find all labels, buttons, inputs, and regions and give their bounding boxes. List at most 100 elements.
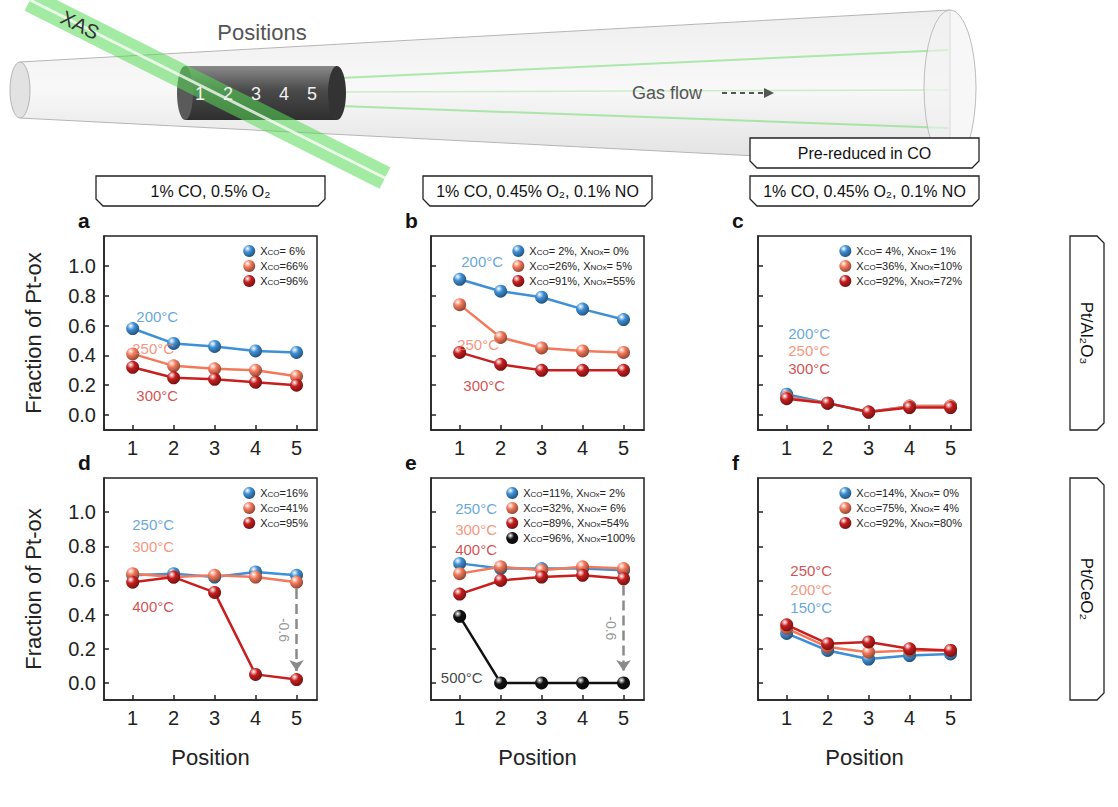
svg-text:5: 5 [945, 437, 956, 459]
svg-text:300°C: 300°C [136, 387, 178, 404]
svg-text:300°C: 300°C [788, 360, 830, 377]
svg-text:250°C: 250°C [457, 336, 499, 353]
svg-text:3: 3 [863, 707, 874, 729]
svg-text:0.6: 0.6 [68, 569, 96, 591]
svg-text:400°C: 400°C [132, 598, 174, 615]
svg-text:e: e [405, 451, 417, 474]
svg-text:CO: CO [268, 505, 280, 514]
svg-text:1: 1 [195, 84, 205, 104]
svg-text:CO: CO [268, 263, 280, 272]
svg-text:4: 4 [250, 437, 261, 459]
svg-text:= 6%: = 6% [280, 245, 306, 257]
svg-text:c: c [732, 209, 744, 232]
svg-text:3: 3 [251, 84, 261, 104]
svg-text:=96%, X: =96%, X [543, 532, 586, 544]
svg-text:NOx: NOx [587, 248, 603, 257]
svg-text:=54%: =54% [600, 517, 629, 529]
svg-text:2: 2 [223, 84, 233, 104]
svg-text:1: 1 [127, 437, 138, 459]
svg-text:b: b [405, 209, 418, 232]
svg-text:1: 1 [781, 707, 792, 729]
svg-text:=96%: =96% [280, 275, 309, 287]
svg-text:CO: CO [537, 278, 549, 287]
svg-text:5: 5 [618, 437, 629, 459]
svg-text:=91%, X: =91%, X [549, 275, 592, 287]
svg-text:5: 5 [291, 437, 302, 459]
svg-text:NOx: NOx [591, 278, 607, 287]
svg-text:CO: CO [864, 505, 876, 514]
svg-text:-0.6: -0.6 [276, 618, 292, 642]
svg-text:NOx: NOx [914, 248, 930, 257]
svg-text:1: 1 [454, 707, 465, 729]
svg-text:4: 4 [904, 707, 915, 729]
svg-text:4: 4 [250, 707, 261, 729]
svg-text:NOx: NOx [918, 278, 934, 287]
svg-text:= 6%: = 6% [600, 502, 626, 514]
svg-text:0.4: 0.4 [68, 344, 96, 366]
svg-text:5: 5 [618, 707, 629, 729]
svg-text:= 2%: = 2% [600, 487, 626, 499]
svg-text:=11%, X: =11%, X [543, 487, 585, 499]
svg-text:250°C: 250°C [132, 340, 174, 357]
svg-text:=66%: =66% [280, 260, 309, 272]
svg-text:5: 5 [945, 707, 956, 729]
svg-text:Positions: Positions [217, 20, 306, 45]
svg-text:CO: CO [864, 263, 876, 272]
svg-text:=95%: =95% [280, 517, 309, 529]
svg-text:1.0: 1.0 [68, 255, 96, 277]
svg-text:CO: CO [268, 248, 280, 257]
svg-text:1% CO, 0.45% O₂, 0.1% NO: 1% CO, 0.45% O₂, 0.1% NO [436, 183, 639, 200]
svg-text:=10%: =10% [934, 260, 963, 272]
svg-text:1.0: 1.0 [68, 501, 96, 523]
svg-text:0.8: 0.8 [68, 535, 96, 557]
svg-text:= 0%: = 0% [603, 245, 629, 257]
svg-text:NOx: NOx [584, 490, 600, 499]
svg-text:0.6: 0.6 [68, 315, 96, 337]
svg-text:XAS: XAS [57, 6, 103, 44]
svg-text:CO: CO [268, 490, 280, 499]
svg-text:Position: Position [498, 745, 576, 770]
svg-text:3: 3 [536, 437, 547, 459]
svg-text:0.2: 0.2 [68, 638, 96, 660]
svg-text:0.0: 0.0 [68, 672, 96, 694]
svg-text:f: f [732, 451, 740, 474]
svg-text:Pt/Al₂O₃: Pt/Al₂O₃ [1077, 302, 1096, 365]
svg-text:2: 2 [168, 437, 179, 459]
svg-text:= 4%: = 4% [934, 502, 960, 514]
svg-text:NOx: NOx [918, 490, 934, 499]
svg-text:250°C: 250°C [132, 516, 174, 533]
svg-text:1: 1 [454, 437, 465, 459]
svg-text:400°C: 400°C [455, 541, 497, 558]
svg-text:NOx: NOx [918, 520, 934, 529]
svg-text:2: 2 [168, 707, 179, 729]
svg-text:200°C: 200°C [136, 308, 178, 325]
svg-text:-0.6: -0.6 [603, 616, 619, 640]
svg-text:300°C: 300°C [455, 521, 497, 538]
svg-text:4: 4 [577, 437, 588, 459]
svg-text:NOx: NOx [591, 263, 607, 272]
svg-text:2: 2 [822, 437, 833, 459]
svg-text:Position: Position [825, 745, 903, 770]
svg-text:0.0: 0.0 [68, 404, 96, 426]
svg-text:= 4%, X: = 4%, X [876, 245, 915, 257]
svg-text:200°C: 200°C [461, 253, 503, 270]
svg-text:Gas flow: Gas flow [632, 83, 703, 103]
svg-text:4: 4 [577, 707, 588, 729]
svg-text:CO: CO [537, 248, 549, 257]
svg-text:4: 4 [279, 84, 289, 104]
svg-text:5: 5 [291, 707, 302, 729]
svg-text:2: 2 [495, 707, 506, 729]
svg-text:CO: CO [268, 278, 280, 287]
svg-text:3: 3 [209, 707, 220, 729]
svg-text:=16%: =16% [280, 487, 309, 499]
svg-text:Fraction of Pt-ox: Fraction of Pt-ox [21, 252, 46, 413]
svg-text:CO: CO [531, 535, 543, 544]
svg-text:250°C: 250°C [790, 562, 832, 579]
svg-text:200°C: 200°C [788, 325, 830, 342]
svg-text:a: a [78, 209, 90, 232]
svg-text:CO: CO [531, 505, 543, 514]
svg-text:=72%: =72% [934, 275, 963, 287]
svg-text:CO: CO [864, 520, 876, 529]
svg-text:=75%, X: =75%, X [876, 502, 919, 514]
svg-text:1% CO, 0.45% O₂, 0.1% NO: 1% CO, 0.45% O₂, 0.1% NO [763, 183, 966, 200]
